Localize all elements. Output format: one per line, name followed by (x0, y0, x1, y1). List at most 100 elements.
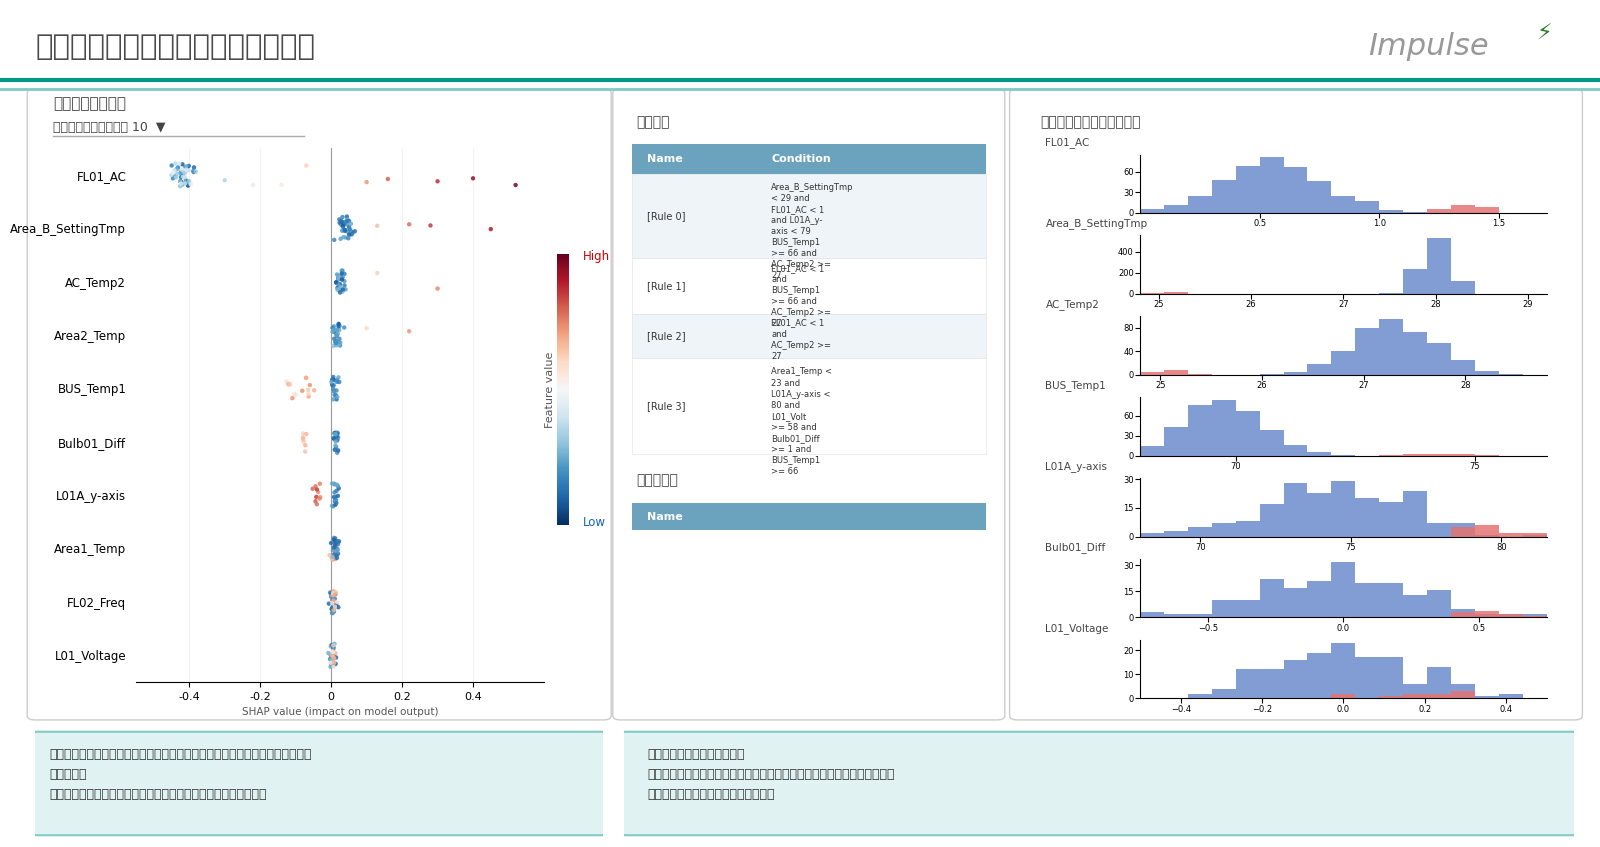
Bar (1141, 293, 1165, 294)
Point (461, 172, 486, 185)
Point (338, 217, 363, 230)
Point (325, 324, 350, 337)
Point (320, 370, 346, 384)
Bar (1427, 694, 1451, 699)
Point (318, 660, 344, 673)
Point (170, 158, 195, 171)
Point (320, 641, 346, 655)
Point (323, 428, 349, 441)
FancyBboxPatch shape (619, 732, 1579, 835)
Point (330, 283, 355, 296)
Point (320, 373, 346, 386)
Bar (1403, 268, 1427, 294)
Point (323, 427, 349, 440)
Point (176, 159, 202, 173)
Point (322, 431, 347, 445)
Point (323, 656, 349, 670)
Point (158, 158, 184, 172)
Point (326, 319, 352, 333)
Point (318, 375, 344, 389)
Point (168, 174, 194, 188)
Point (320, 392, 346, 406)
Point (323, 599, 349, 612)
Point (325, 281, 350, 295)
Point (320, 640, 346, 654)
Point (323, 536, 349, 550)
Bar (1187, 405, 1211, 456)
Point (322, 534, 347, 548)
Point (178, 177, 203, 191)
Point (168, 166, 194, 180)
Point (322, 592, 347, 606)
Point (322, 603, 347, 617)
Text: [Rule 3]: [Rule 3] (646, 401, 686, 411)
Point (293, 371, 318, 385)
Point (278, 377, 304, 390)
Point (331, 224, 357, 237)
Point (323, 545, 349, 559)
Point (323, 646, 349, 660)
Point (318, 652, 344, 666)
Text: Area_B_SettingTmp: Area_B_SettingTmp (1045, 219, 1147, 230)
Bar (1283, 445, 1307, 456)
Point (298, 379, 323, 392)
Point (323, 275, 349, 289)
Point (333, 223, 358, 236)
Point (325, 446, 350, 460)
Point (326, 279, 352, 292)
Point (341, 225, 366, 239)
Text: 最適化を目的とした制御条件の分析: 最適化を目的とした制御条件の分析 (35, 32, 315, 61)
Bar (1141, 612, 1165, 617)
Point (330, 224, 355, 237)
Bar (1403, 595, 1427, 617)
Point (293, 439, 318, 452)
Point (317, 652, 342, 666)
Point (328, 232, 354, 246)
Point (283, 388, 309, 401)
Point (326, 213, 352, 226)
Bar (1355, 202, 1379, 213)
Point (318, 657, 344, 671)
Point (162, 169, 187, 183)
Point (277, 378, 302, 391)
Point (322, 478, 347, 491)
Text: Area1_Temp <
23 and
L01A_y-axis <
80 and
L01_Volt
>= 58 and
Bulb01_Diff
>= 1 and: Area1_Temp < 23 and L01A_y-axis < 80 and… (771, 368, 832, 476)
Bar (1499, 533, 1523, 536)
Point (328, 336, 354, 350)
Point (320, 586, 346, 600)
Bar (1427, 590, 1451, 617)
Point (306, 485, 331, 499)
Point (365, 219, 390, 233)
Point (320, 652, 346, 666)
Point (325, 283, 350, 296)
Bar (1307, 451, 1331, 456)
FancyBboxPatch shape (632, 503, 986, 530)
Bar (1211, 523, 1235, 536)
Point (296, 390, 322, 403)
Bar (1451, 360, 1475, 374)
Point (338, 223, 363, 236)
Point (323, 335, 349, 349)
Point (328, 218, 354, 231)
Point (323, 335, 349, 348)
Bar (1427, 343, 1451, 374)
Bar (1499, 614, 1523, 617)
Point (326, 284, 352, 297)
Bar (1379, 657, 1403, 699)
Point (326, 371, 352, 385)
Point (354, 321, 379, 335)
Point (325, 276, 350, 290)
Point (326, 269, 352, 283)
Bar (1427, 523, 1451, 536)
Point (322, 388, 347, 401)
Point (330, 220, 355, 234)
Text: 不良品基準: 不良品基準 (635, 473, 678, 487)
Point (173, 159, 198, 173)
Point (331, 218, 357, 231)
Point (290, 431, 315, 445)
Bar (1283, 588, 1307, 617)
Point (320, 382, 346, 396)
Bar (1427, 209, 1451, 213)
Bar (1355, 583, 1379, 617)
Point (323, 493, 349, 507)
